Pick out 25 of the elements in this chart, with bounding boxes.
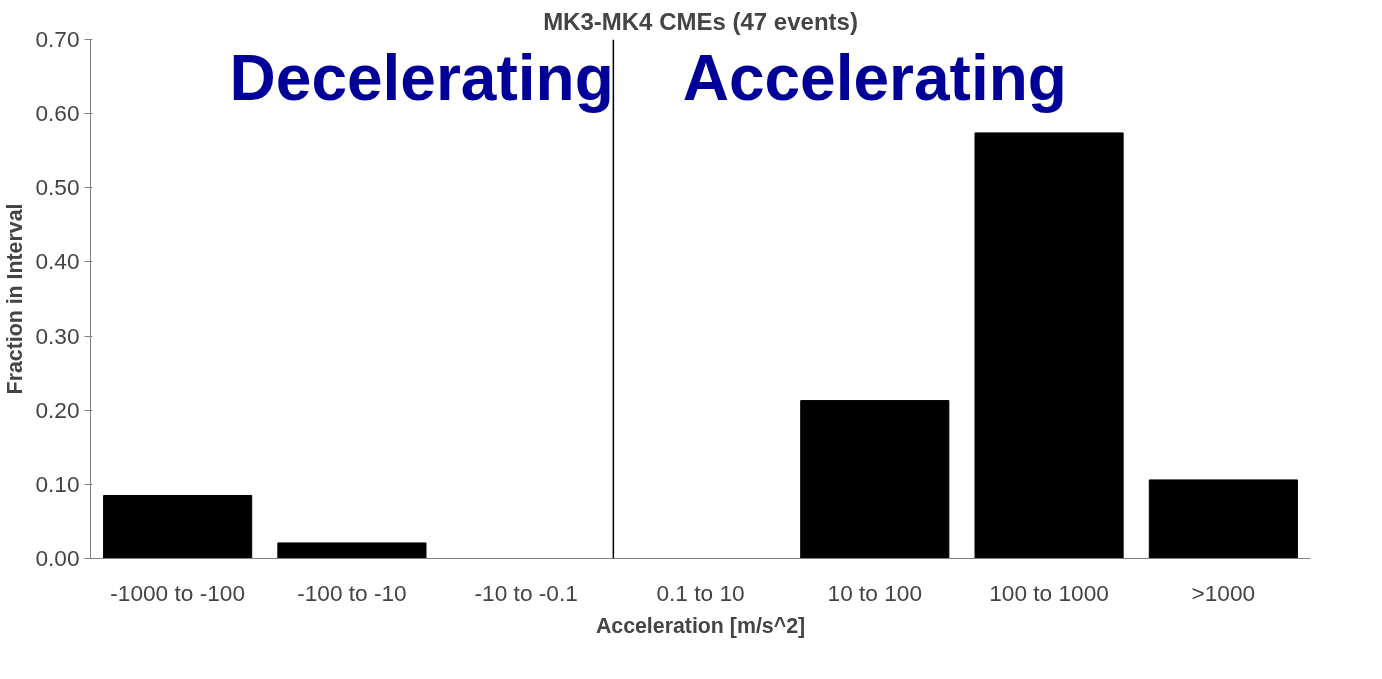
- y-tick-label: 0.40: [35, 248, 80, 275]
- x-tick-label: >1000: [1191, 579, 1256, 606]
- y-axis-title: Fraction in Interval: [3, 203, 28, 395]
- x-tick-label: -10 to -0.1: [474, 579, 578, 606]
- y-tick-label: 0.60: [35, 100, 80, 127]
- annotation: Decelerating: [229, 41, 614, 114]
- bar: [103, 494, 253, 559]
- y-tick-label: 0.00: [35, 545, 80, 571]
- bar: [277, 542, 427, 559]
- y-tick-label: 0.50: [35, 174, 80, 201]
- y-tick-label: 0.30: [35, 322, 80, 349]
- y-tick-label: 0.10: [35, 470, 80, 497]
- chart-title: MK3-MK4 CMEs (47 events): [543, 7, 858, 35]
- x-tick-label: -1000 to -100: [110, 579, 246, 606]
- annotation: Accelerating: [682, 41, 1067, 114]
- x-tick-label: 10 to 100: [827, 579, 923, 606]
- y-tick-label: 0.20: [35, 396, 80, 423]
- bar: [1148, 479, 1298, 559]
- bar: [974, 132, 1124, 559]
- x-tick-label: 0.1 to 10: [656, 579, 745, 606]
- x-tick-label: 100 to 1000: [989, 579, 1109, 606]
- x-tick-label: -100 to -10: [297, 579, 407, 606]
- bar: [800, 400, 950, 559]
- y-tick-label: 0.70: [35, 26, 80, 52]
- x-axis-title: Acceleration [m/s^2]: [595, 613, 806, 638]
